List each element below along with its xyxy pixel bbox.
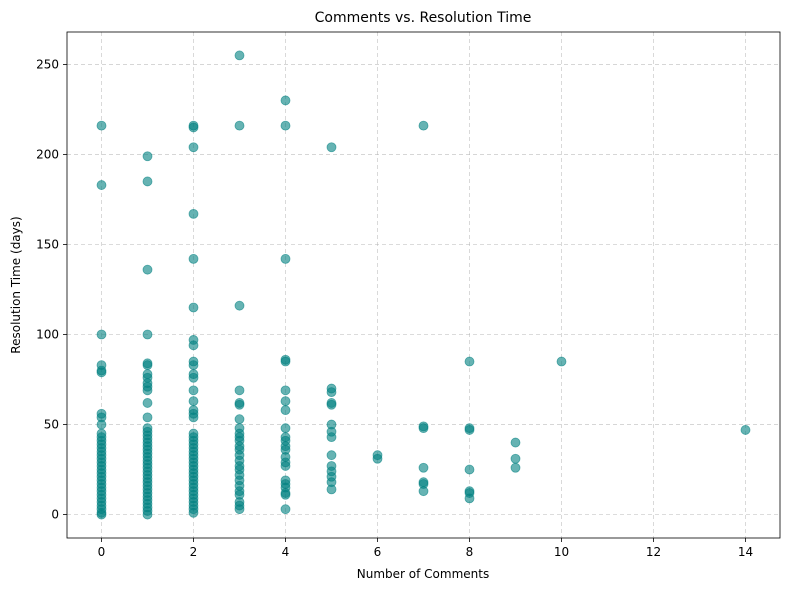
data-point bbox=[234, 504, 245, 515]
x-tick-label: 10 bbox=[554, 545, 569, 559]
data-point bbox=[280, 504, 291, 515]
x-tick-label: 4 bbox=[282, 545, 290, 559]
data-points bbox=[96, 50, 751, 520]
data-point bbox=[326, 399, 337, 410]
x-tick-label: 12 bbox=[646, 545, 661, 559]
y-axis-label: Resolution Time (days) bbox=[9, 216, 23, 353]
x-tick-label: 6 bbox=[374, 545, 382, 559]
data-point bbox=[142, 398, 153, 408]
data-point bbox=[326, 432, 337, 443]
chart-title: Comments vs. Resolution Time bbox=[315, 10, 532, 26]
x-axis-ticks: 0 2 4 6 8 10 12 14 bbox=[98, 538, 753, 559]
data-point bbox=[96, 367, 107, 378]
data-point bbox=[464, 464, 475, 475]
data-point bbox=[326, 142, 337, 153]
grid-lines bbox=[67, 32, 780, 538]
data-point bbox=[280, 95, 291, 106]
x-tick-label: 8 bbox=[466, 545, 474, 559]
data-point bbox=[326, 484, 337, 495]
y-axis-ticks: 0 50 100 150 200 250 bbox=[36, 57, 67, 522]
data-point bbox=[280, 461, 291, 471]
data-point bbox=[142, 176, 153, 187]
data-point bbox=[142, 509, 153, 520]
data-point bbox=[510, 437, 521, 448]
x-tick-label: 2 bbox=[190, 545, 198, 559]
data-point bbox=[188, 340, 199, 351]
data-point bbox=[96, 419, 107, 430]
data-point bbox=[234, 399, 245, 410]
data-point bbox=[188, 396, 199, 407]
x-tick-label: 0 bbox=[98, 545, 106, 559]
data-point bbox=[188, 507, 199, 518]
y-tick-label: 0 bbox=[51, 508, 59, 522]
data-point bbox=[326, 387, 337, 398]
data-point bbox=[234, 414, 245, 425]
data-point bbox=[142, 412, 153, 423]
data-point bbox=[280, 385, 291, 396]
data-point bbox=[740, 425, 751, 435]
x-axis-label: Number of Comments bbox=[357, 567, 489, 581]
data-point bbox=[142, 360, 153, 371]
data-point bbox=[464, 493, 475, 504]
data-point bbox=[280, 253, 291, 264]
data-point bbox=[188, 208, 199, 219]
data-point bbox=[510, 453, 521, 464]
data-point bbox=[188, 372, 199, 383]
data-point bbox=[418, 120, 429, 131]
data-point bbox=[96, 120, 107, 131]
y-tick-label: 250 bbox=[36, 57, 59, 71]
y-tick-label: 100 bbox=[36, 328, 59, 342]
data-point bbox=[464, 425, 475, 435]
data-point bbox=[234, 385, 245, 396]
data-point bbox=[464, 356, 475, 367]
data-point bbox=[142, 151, 153, 162]
data-point bbox=[418, 462, 429, 473]
data-point bbox=[142, 329, 153, 340]
data-point bbox=[280, 120, 291, 131]
data-point bbox=[280, 356, 291, 367]
y-tick-label: 150 bbox=[36, 237, 59, 251]
y-tick-label: 50 bbox=[44, 418, 59, 432]
data-point bbox=[142, 385, 153, 396]
y-tick-label: 200 bbox=[36, 147, 59, 161]
data-point bbox=[142, 264, 153, 275]
data-point bbox=[326, 450, 337, 461]
data-point bbox=[188, 412, 199, 423]
data-point bbox=[280, 489, 291, 500]
data-point bbox=[372, 453, 383, 464]
data-point bbox=[556, 356, 567, 367]
plot-frame bbox=[66, 31, 781, 539]
data-point bbox=[188, 360, 199, 371]
data-point bbox=[510, 462, 521, 473]
data-point bbox=[96, 329, 107, 340]
data-point bbox=[188, 385, 199, 396]
data-point bbox=[96, 509, 107, 520]
data-point bbox=[418, 423, 429, 434]
data-point bbox=[280, 396, 291, 407]
data-point bbox=[188, 122, 199, 133]
data-point bbox=[234, 50, 245, 61]
data-point bbox=[418, 486, 429, 497]
data-point bbox=[280, 405, 291, 416]
data-point bbox=[280, 423, 291, 434]
data-point bbox=[96, 180, 107, 190]
data-point bbox=[188, 142, 199, 153]
data-point bbox=[188, 253, 199, 264]
data-point bbox=[234, 120, 245, 131]
data-point bbox=[234, 300, 245, 311]
x-tick-label: 14 bbox=[738, 545, 753, 559]
data-point bbox=[188, 302, 199, 313]
